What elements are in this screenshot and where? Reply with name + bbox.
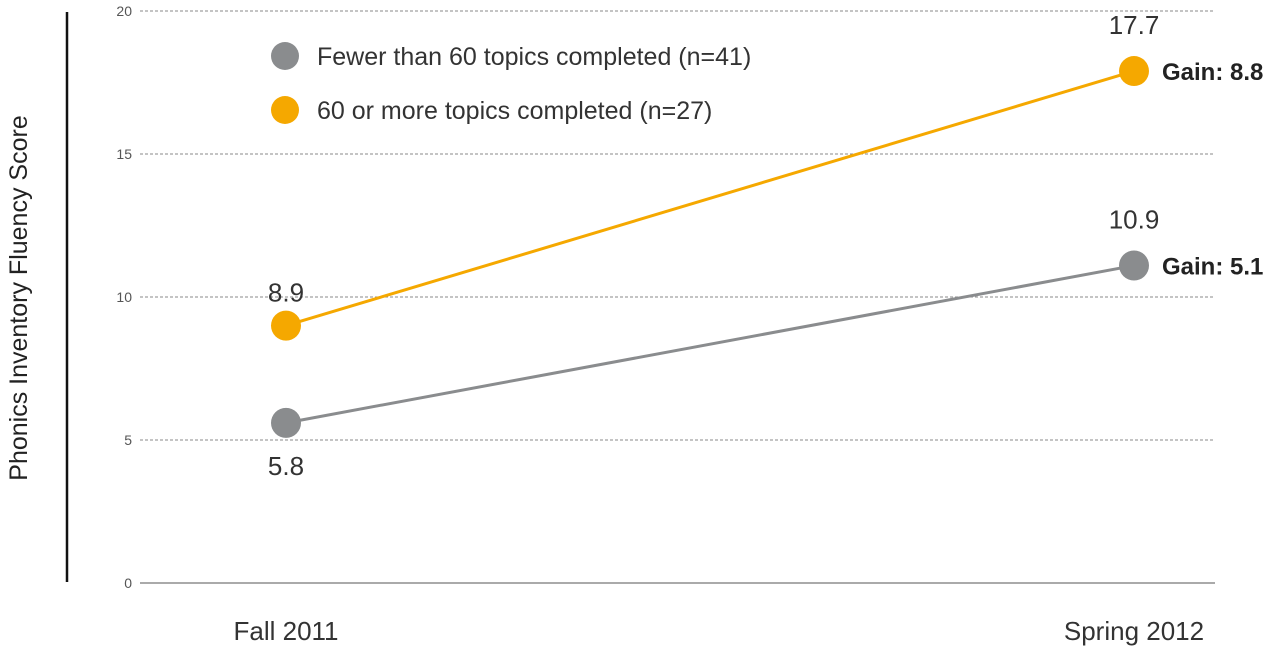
- legend-marker-fewer: [271, 42, 299, 70]
- gain-label-1: Gain: 8.8: [1162, 59, 1263, 86]
- y-tick-label-3: 15: [116, 146, 132, 162]
- y-tick-label-0: 0: [124, 575, 132, 591]
- data-point-0-0: [271, 407, 301, 438]
- y-tick-label-2: 10: [116, 289, 132, 305]
- value-label-1-0: 8.9: [268, 278, 304, 308]
- legend-marker-more: [271, 96, 299, 124]
- legend-label-fewer: Fewer than 60 topics completed (n=41): [317, 43, 751, 71]
- legend-label-more: 60 or more topics completed (n=27): [317, 97, 712, 125]
- series-line-1: [285, 69, 1135, 328]
- gain-label-0: Gain: 5.1: [1162, 254, 1263, 281]
- data-point-1-0: [271, 310, 301, 341]
- data-point-1-1: [1119, 56, 1149, 87]
- series-line-0: [285, 264, 1135, 425]
- x-tick-label-1: Spring 2012: [1064, 616, 1204, 646]
- value-label-0-0: 5.8: [268, 451, 304, 481]
- y-tick-label-1: 5: [124, 432, 132, 448]
- y-tick-labels: 0 5 10 15 20: [116, 3, 132, 591]
- value-label-0-1: 10.9: [1109, 205, 1160, 235]
- x-tick-labels: Fall 2011 Spring 2012: [233, 616, 1204, 646]
- gridlines: [140, 10, 1215, 584]
- value-label-1-1: 17.7: [1109, 10, 1160, 40]
- data-point-0-1: [1119, 250, 1149, 281]
- y-axis-label: Phonics Inventory Fluency Score: [5, 115, 33, 480]
- x-tick-label-0: Fall 2011: [233, 616, 338, 646]
- legend: Fewer than 60 topics completed (n=41) 60…: [271, 42, 751, 125]
- y-tick-label-4: 20: [116, 3, 132, 19]
